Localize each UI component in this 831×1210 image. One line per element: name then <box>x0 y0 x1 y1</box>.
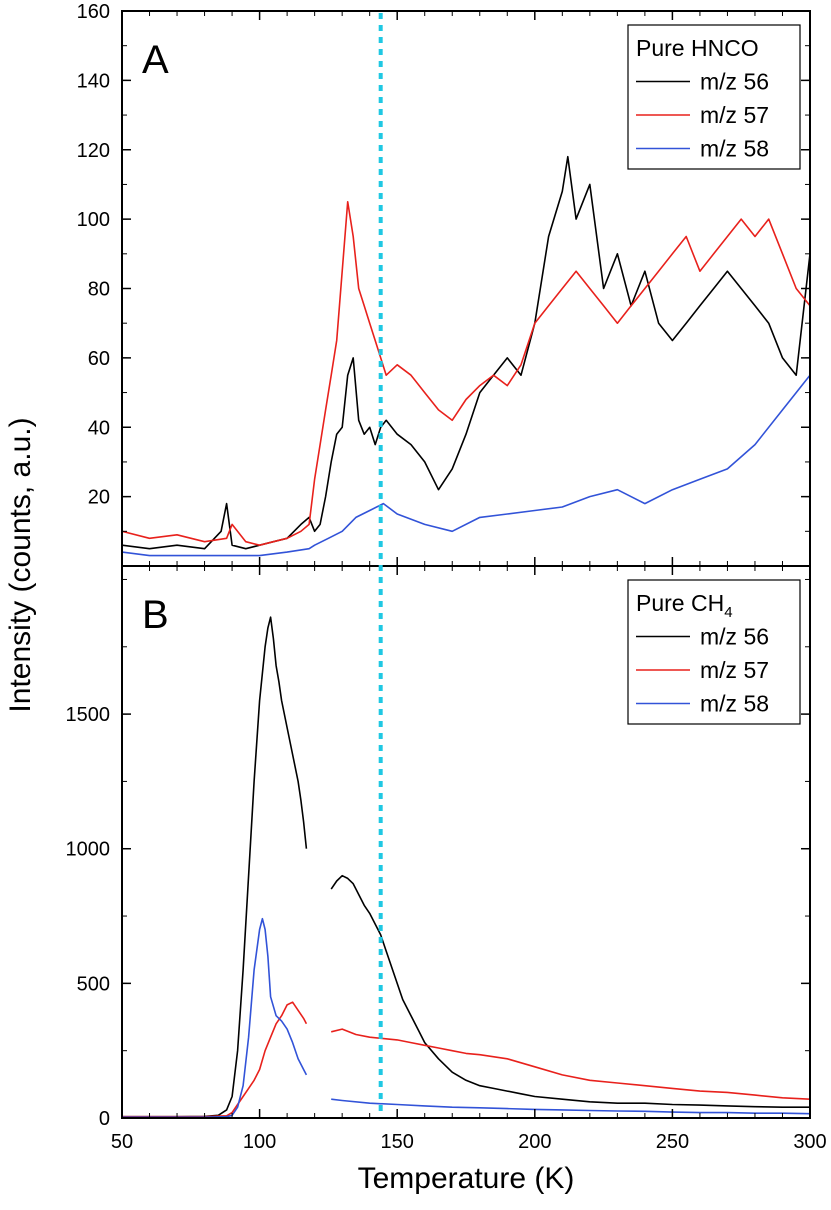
legend-title: Pure CH4 <box>636 590 733 621</box>
y-tick-label: 40 <box>88 417 110 439</box>
x-axis-label: Temperature (K) <box>358 1162 575 1195</box>
y-tick-label: 60 <box>88 348 110 370</box>
panel-a: 20 40 60 80 100 120 140 160 A Pure HNCO m/z 56 m/z … <box>77 1 811 567</box>
legend-title: Pure HNCO <box>636 35 759 61</box>
legend-box <box>627 24 801 170</box>
y-tick-label: 80 <box>88 279 110 301</box>
y-tick-label: 160 <box>77 1 110 23</box>
y-tick-label: 20 <box>88 487 110 509</box>
y-tick-label: 1500 <box>66 704 111 726</box>
legend-entry: m/z 56 <box>700 69 769 95</box>
series-line-m-z-56-seg1 <box>330 874 810 1108</box>
y-tick-label: 120 <box>77 140 110 162</box>
legend-entry: m/z 58 <box>700 691 769 717</box>
legend-entry: m/z 57 <box>700 657 769 683</box>
series-line-m-z-58-seg0 <box>122 374 810 557</box>
series-line-m-z-56-seg0 <box>122 155 810 550</box>
y-tick-label: 0 <box>99 1108 110 1130</box>
legend-box <box>627 579 801 725</box>
y-axis-label: Intensity (counts, a.u.) <box>4 417 37 712</box>
x-tick-label: 100 <box>243 1131 276 1153</box>
panel-letter-b: B <box>142 593 169 637</box>
series-line-m-z-58-seg0 <box>122 917 308 1118</box>
y-tick-label: 1000 <box>66 839 111 861</box>
series-line-m-z-57-seg0 <box>122 201 810 547</box>
series-line-m-z-56-seg0 <box>122 616 308 1118</box>
x-tick-label: 150 <box>381 1131 414 1153</box>
panel-b: 0 500 1000 1500 B Pure CH4 m/z 56 m/z 57 m/z 58 <box>66 565 811 1130</box>
legend-entry: m/z 58 <box>700 136 769 162</box>
y-tick-label: 500 <box>77 973 110 995</box>
x-tick-label: 50 <box>111 1131 133 1153</box>
y-tick-label: 100 <box>77 209 110 231</box>
x-tick-label: 250 <box>656 1131 689 1153</box>
panel-letter-a: A <box>142 38 169 82</box>
x-tick-label: 300 <box>793 1131 826 1153</box>
legend-entry: m/z 57 <box>700 102 769 128</box>
series-line-m-z-58-seg1 <box>331 1098 810 1115</box>
x-tick-label: 200 <box>518 1131 551 1153</box>
legend-entry: m/z 56 <box>700 624 769 650</box>
plot-frame <box>121 565 811 1119</box>
series-line-m-z-57-seg1 <box>331 1028 810 1100</box>
y-tick-label: 140 <box>77 70 110 92</box>
